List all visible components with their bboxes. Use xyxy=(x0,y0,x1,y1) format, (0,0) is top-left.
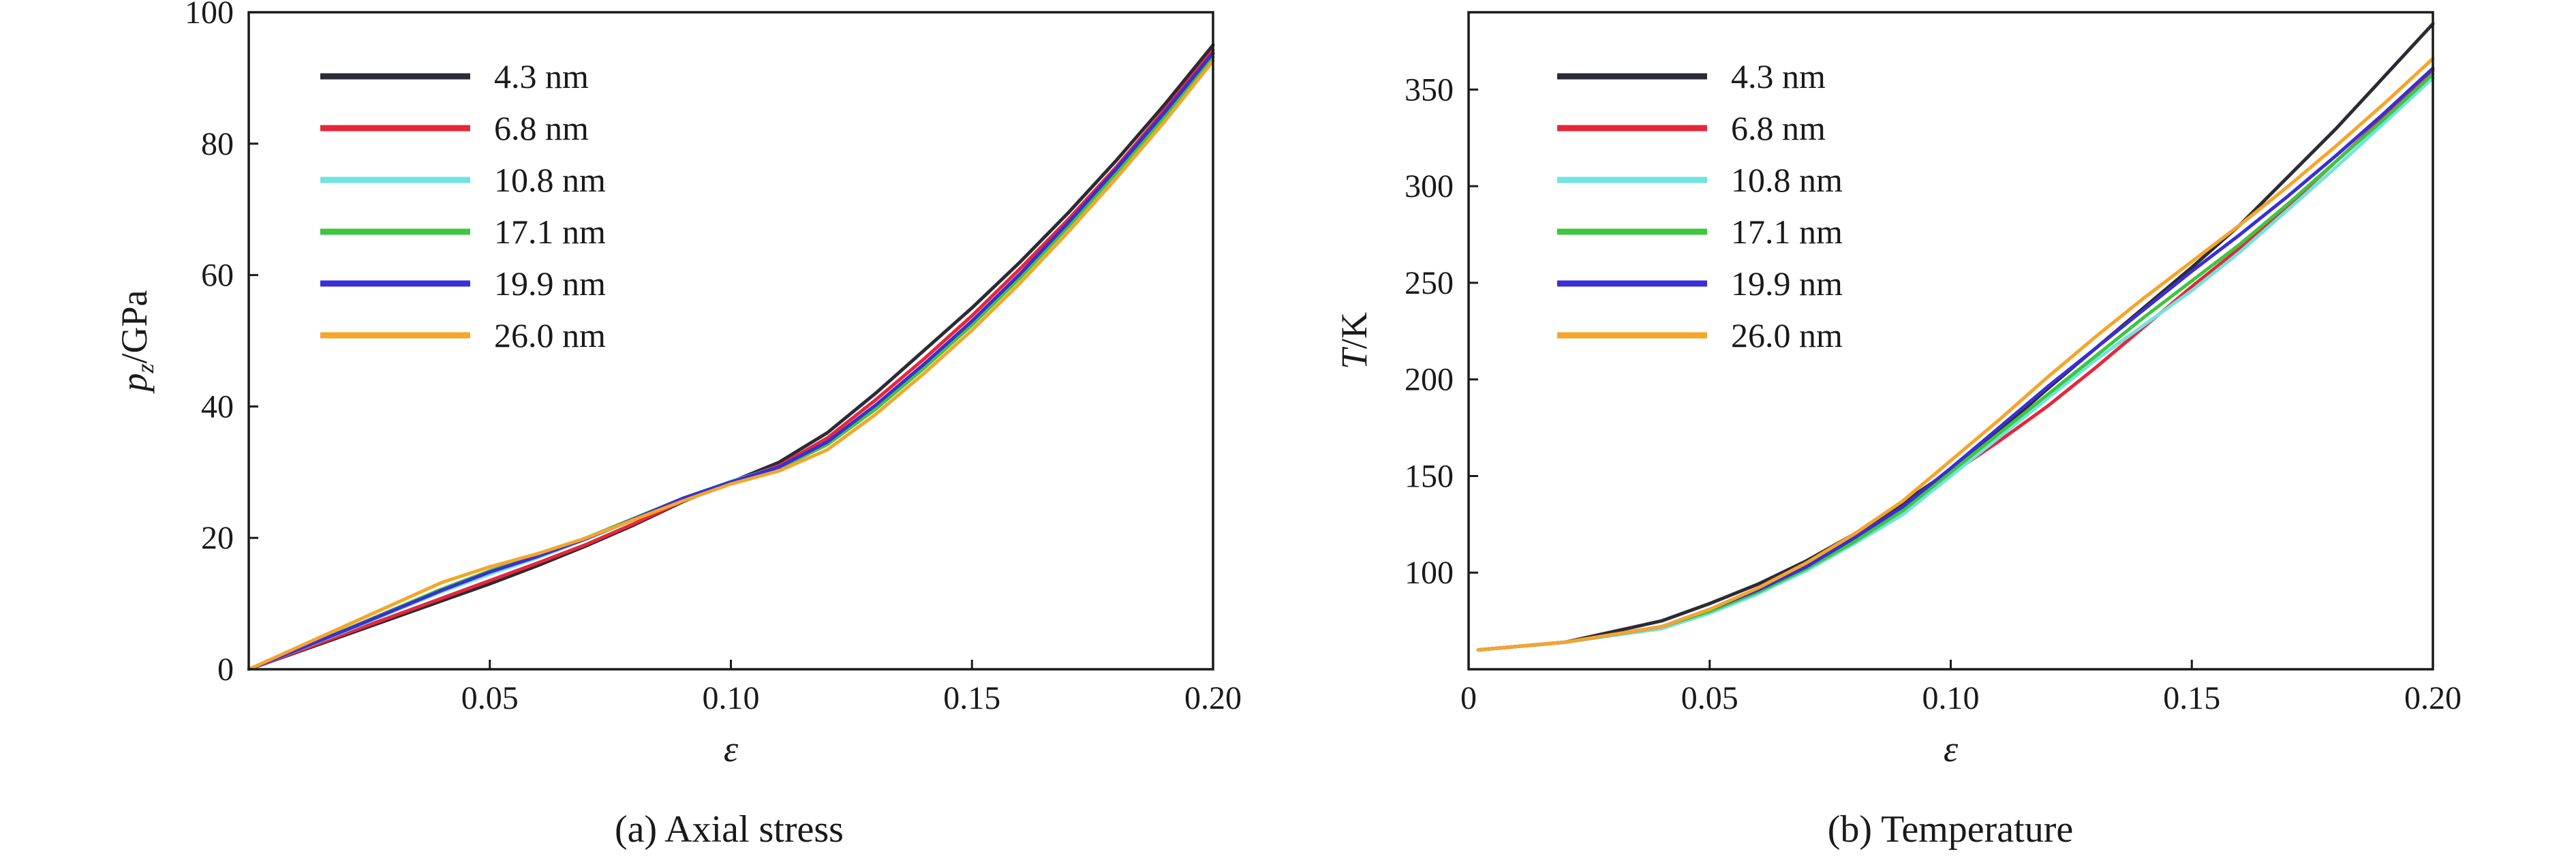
x-tick-label: 0.20 xyxy=(2404,680,2462,716)
y-axis-label-symbol: p xyxy=(114,373,155,395)
series-line-3 xyxy=(247,55,1215,671)
series-line-1 xyxy=(1476,68,2435,652)
x-tick-label: 0.15 xyxy=(2163,680,2220,716)
y-tick-label: 250 xyxy=(1405,265,1454,301)
y-tick-label: 100 xyxy=(1405,555,1454,591)
y-tick-label: 100 xyxy=(185,0,234,31)
plot-frame xyxy=(1467,11,2434,671)
legend-label-2: 10.8 nm xyxy=(494,161,606,199)
y-tick-label: 150 xyxy=(1405,458,1454,494)
x-tick-label: 0.05 xyxy=(1681,680,1738,716)
x-tick-label: 0.05 xyxy=(461,680,519,716)
y-tick-label: 80 xyxy=(201,126,234,162)
y-tick-label: 60 xyxy=(201,258,234,294)
y-axis-label: pz/GPa xyxy=(114,290,159,394)
y-axis-label: T/K xyxy=(1334,312,1375,369)
legend: 4.3 nm 6.8 nm 10.8 nm 17.1 nm 19.9 nm 26.0 nm xyxy=(320,57,606,354)
legend-label-1: 6.8 nm xyxy=(1731,109,1826,147)
x-tick-label: 0.10 xyxy=(1922,680,1980,716)
legend-label-0: 4.3 nm xyxy=(1731,57,1826,95)
x-axis-label: ε xyxy=(724,729,739,769)
series-group xyxy=(247,43,1215,671)
y-tick-label: 0 xyxy=(217,652,234,688)
series-line-0 xyxy=(247,43,1215,671)
series-line-5 xyxy=(1476,57,2435,652)
legend-label-3: 17.1 nm xyxy=(1731,213,1843,251)
series-line-3 xyxy=(1476,72,2435,652)
x-tick-label: 0.10 xyxy=(703,680,760,716)
y-tick-label: 350 xyxy=(1405,72,1454,108)
plot-frame xyxy=(247,11,1214,671)
y-axis-label-subscript: z xyxy=(132,363,159,373)
y-axis-label-unit: /GPa xyxy=(114,290,155,363)
x-axis-label: ε xyxy=(1944,729,1959,769)
legend-label-2: 10.8 nm xyxy=(1731,161,1843,199)
series-line-5 xyxy=(247,59,1215,671)
legend: 4.3 nm 6.8 nm 10.8 nm 17.1 nm 19.9 nm 26.0 nm xyxy=(1557,57,1843,354)
y-axis-label-symbol: T xyxy=(1334,346,1375,369)
legend-label-5: 26.0 nm xyxy=(1731,316,1843,354)
legend-label-4: 19.9 nm xyxy=(494,264,606,303)
y-tick-label: 300 xyxy=(1405,168,1454,204)
y-tick-label: 200 xyxy=(1405,362,1454,398)
panel-caption: (b) Temperature xyxy=(1828,808,2073,851)
panel-temperature: 0 0.05 0.10 0.15 0.20 100 150 200 250 300 350 ε T/K 4… xyxy=(1334,11,2462,851)
series-line-2 xyxy=(247,52,1215,671)
series-line-4 xyxy=(1476,66,2435,652)
x-tick-label: 0.20 xyxy=(1184,680,1242,716)
legend-label-3: 17.1 nm xyxy=(494,213,606,251)
y-axis-label-unit: /K xyxy=(1334,312,1375,349)
series-line-4 xyxy=(247,51,1215,671)
legend-label-5: 26.0 nm xyxy=(494,316,606,354)
series-group xyxy=(1476,22,2435,652)
x-tick-label: 0 xyxy=(1460,680,1477,716)
series-line-1 xyxy=(247,48,1215,671)
legend-label-4: 19.9 nm xyxy=(1731,264,1843,303)
x-tick-label: 0.15 xyxy=(943,680,1000,716)
panel-caption: (a) Axial stress xyxy=(615,808,844,851)
y-tick-label: 40 xyxy=(201,388,234,425)
y-tick-label: 20 xyxy=(201,520,234,556)
series-line-2 xyxy=(1476,76,2435,652)
legend-label-0: 4.3 nm xyxy=(494,57,589,95)
legend-label-1: 6.8 nm xyxy=(494,109,589,147)
panel-axial-stress: 0.05 0.10 0.15 0.20 0 20 40 60 80 100 ε pz/GPa 4.3 n… xyxy=(114,0,1242,851)
